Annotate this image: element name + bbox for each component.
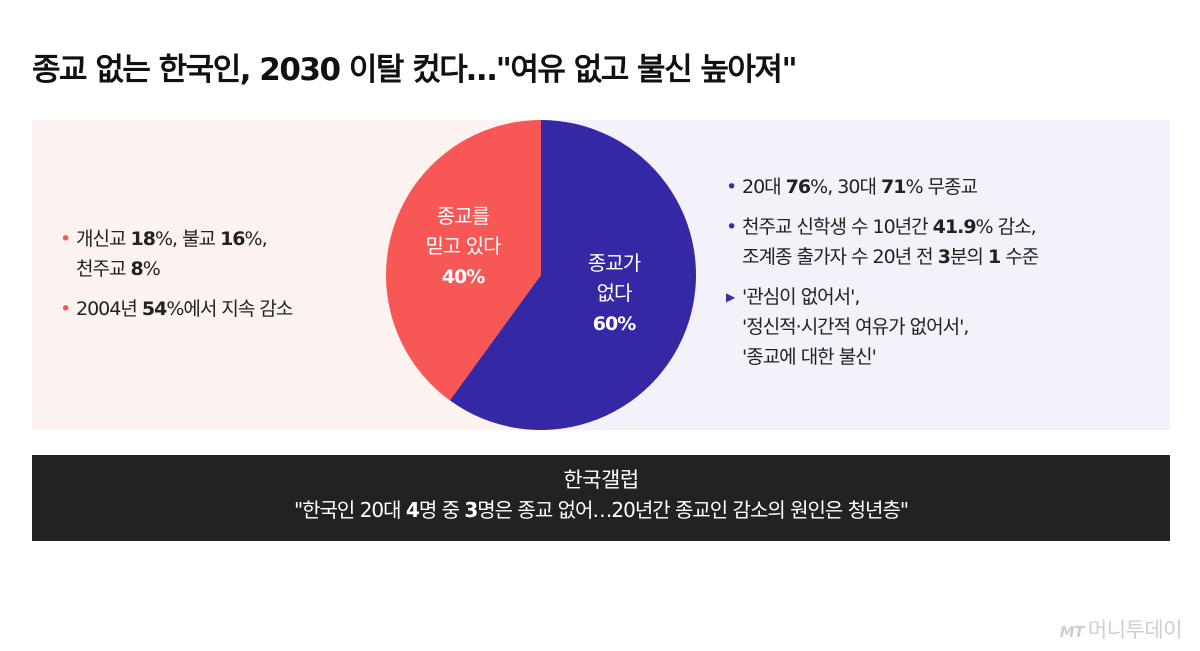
right-bullet-segment: %, 30대 [810,176,881,198]
bullet-dot-icon: • [726,216,737,238]
right-bullet-segment: '관심이 없어서', [742,286,860,308]
right-bullet-segment: 분의 [949,246,988,268]
right-bullet-line: '종교에 대한 불신' [742,342,1038,372]
left-bullet-list: • 개신교 18%, 불교 16%, 천주교 8% • 2004년 54%에서 지속 감… [60,224,293,334]
right-bullet-line: 조계종 출가자 수 20년 전 3분의 1 수준 [742,242,1039,272]
source-quote-segment: 4 [405,498,420,522]
right-bullet-item: ▶ '관심이 없어서', '정신적·시간적 여유가 없어서', '종교에 대한 불신' [726,282,1038,372]
left-bullet-line: 2004년 54%에서 지속 감소 [76,294,293,324]
right-bullet-line: 20대 76%, 30대 71% 무종교 [742,172,1038,202]
source-name: 한국갤럽 [563,468,639,492]
left-bullet-segment: %에서 지속 감소 [166,298,293,320]
right-bullet-segment: 수준 [1000,246,1039,268]
pie-slice-religious [386,120,541,401]
pie-category-label: 없다 [597,281,632,305]
right-bullet-segment: '정신적·시간적 여유가 없어서', [742,316,969,338]
pie-category-label: 종교가 [588,251,641,275]
right-bullet-item: • 천주교 신학생 수 10년간 41.9% 감소, 조계종 출가자 수 20년 전… [726,212,1039,272]
source-quote-segment: "한국인 20대 [293,498,406,522]
right-bullet-segment: 71 [881,176,906,198]
bullet-dot-icon: • [60,228,71,250]
pie-value-label: 60% [593,313,636,335]
right-bullet-segment: 천주교 신학생 수 10년간 [742,216,933,238]
logo-text: 머니투데이 [1087,618,1183,642]
right-bullet-line: '관심이 없어서', [742,282,1038,312]
right-bullet-list: • 20대 76%, 30대 71% 무종교 • 천주교 신학생 수 10년간 41.… [726,172,1039,382]
left-bullet-item: • 2004년 54%에서 지속 감소 [60,294,293,324]
right-bullet-segment: 조계종 출가자 수 20년 전 [742,246,938,268]
pie-category-label: 믿고 있다 [426,234,502,258]
publisher-logo: MT 머니투데이 [1059,614,1183,644]
right-bullet-segment: 41.9 [932,216,977,238]
left-bullet-segment: %, [244,228,268,250]
right-bullet-line: 천주교 신학생 수 10년간 41.9% 감소, [742,212,1038,242]
right-bullet-segment: 1 [987,246,1001,268]
left-bullet-segment: % [142,258,161,280]
logo-mark: MT [1059,623,1085,641]
left-bullet-segment: 16 [220,228,245,250]
pie-category-label: 종교를 [437,204,490,228]
left-bullet-line: 개신교 18%, 불교 16%, [76,224,292,254]
source-box: 한국갤럽 "한국인 20대 4명 중 3명은 종교 없어…20년간 종교인 감소… [32,455,1170,541]
left-bullet-segment: 천주교 [76,258,131,280]
left-bullet-segment: 18 [130,228,155,250]
left-bullet-segment: 개신교 [76,228,131,250]
left-bullet-segment: 54 [141,298,167,320]
left-bullet-segment: %, 불교 [154,228,221,250]
pie-value-label: 40% [442,266,485,288]
source-quote-segment: 3 [464,498,478,522]
bullet-dot-icon: • [60,298,71,320]
right-bullet-segment: 3 [937,246,951,268]
right-bullet-segment: % 무종교 [905,176,978,198]
page-title: 종교 없는 한국인, 2030 이탈 컸다…"여유 없고 불신 높아져" [32,52,798,88]
left-bullet-item: • 개신교 18%, 불교 16%, 천주교 8% [60,224,292,284]
right-bullet-segment: % 감소, [975,216,1037,238]
triangle-bullet-icon: ▶ [726,290,735,304]
right-bullet-item: • 20대 76%, 30대 71% 무종교 [726,172,1038,202]
source-quote-segment: 명은 종교 없어…20년간 종교인 감소의 원인은 청년층" [477,498,909,522]
right-bullet-segment: '종교에 대한 불신' [742,346,877,368]
right-bullet-segment: 20대 [742,176,786,198]
source-quote: "한국인 20대 4명 중 3명은 종교 없어…20년간 종교인 감소의 원인은… [32,495,1170,525]
source-quote-segment: 명 중 [418,498,465,522]
pie-slice-non-religious [449,120,696,430]
right-bullet-segment: 76 [785,176,811,198]
right-bullet-line: '정신적·시간적 여유가 없어서', [742,312,1038,342]
left-bullet-segment: 2004년 [76,298,142,320]
left-bullet-line: 천주교 8% [76,254,292,284]
bullet-dot-icon: • [726,176,737,198]
left-bullet-segment: 8 [130,258,143,280]
